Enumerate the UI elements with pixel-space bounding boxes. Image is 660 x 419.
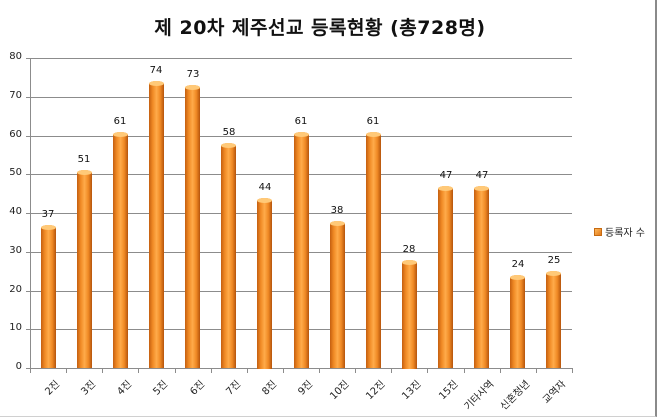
x-tick-mark	[247, 368, 248, 373]
y-tick-label: 60	[9, 129, 22, 140]
y-tick-mark	[26, 291, 30, 292]
y-tick-mark	[26, 97, 30, 98]
legend: 등록자 수	[594, 224, 645, 239]
data-label: 51	[77, 154, 91, 165]
data-label: 74	[149, 65, 163, 76]
y-tick-mark	[26, 58, 30, 59]
x-tick-mark	[536, 368, 537, 373]
x-tick-mark	[572, 368, 573, 373]
y-axis	[30, 58, 31, 369]
legend-label: 등록자 수	[605, 228, 645, 239]
bar	[402, 260, 417, 369]
x-axis	[30, 368, 572, 369]
x-tick-mark	[66, 368, 67, 373]
data-label: 37	[41, 209, 55, 220]
bar	[257, 198, 272, 369]
data-label: 61	[294, 116, 308, 127]
legend-swatch-icon	[594, 227, 602, 236]
bar	[294, 132, 309, 368]
y-tick-mark	[26, 174, 30, 175]
data-label: 24	[511, 259, 525, 270]
bar	[546, 271, 561, 368]
y-tick-label: 0	[15, 361, 22, 372]
data-label: 61	[366, 116, 380, 127]
y-tick-mark	[26, 329, 30, 330]
x-tick-mark	[211, 368, 212, 373]
chart-title: 제 20차 제주선교 등록현황 (총728명)	[154, 17, 486, 39]
bar	[185, 85, 200, 368]
y-tick-label: 50	[9, 167, 22, 178]
bar	[438, 186, 453, 368]
y-tick-mark	[26, 252, 30, 253]
bar	[474, 186, 489, 368]
data-label: 47	[475, 170, 489, 181]
x-tick-mark	[391, 368, 392, 373]
bar	[113, 132, 128, 368]
bar	[366, 132, 381, 368]
x-tick-mark	[500, 368, 501, 373]
y-tick-label: 70	[9, 90, 22, 101]
y-tick-mark	[26, 368, 30, 369]
x-tick-mark	[138, 368, 139, 373]
x-tick-mark	[319, 368, 320, 373]
bar	[149, 81, 164, 368]
data-label: 38	[330, 205, 344, 216]
x-tick-mark	[427, 368, 428, 373]
data-label: 28	[402, 244, 416, 255]
y-tick-label: 40	[9, 206, 22, 217]
gridline	[30, 97, 572, 98]
data-label: 25	[547, 255, 561, 266]
bar	[221, 143, 236, 368]
y-tick-label: 30	[9, 245, 22, 256]
x-tick-mark	[102, 368, 103, 373]
y-tick-mark	[26, 136, 30, 137]
bar	[41, 225, 56, 368]
data-label: 47	[439, 170, 453, 181]
data-label: 73	[186, 69, 200, 80]
bar	[77, 170, 92, 368]
x-tick-mark	[355, 368, 356, 373]
x-tick-mark	[30, 368, 31, 373]
bar	[330, 221, 345, 368]
y-tick-label: 20	[9, 284, 22, 295]
gridline	[30, 58, 572, 59]
y-tick-label: 80	[9, 51, 22, 62]
y-tick-label: 10	[9, 322, 22, 333]
data-label: 44	[258, 182, 272, 193]
x-tick-mark	[175, 368, 176, 373]
x-tick-mark	[283, 368, 284, 373]
x-tick-mark	[464, 368, 465, 373]
data-label: 58	[222, 127, 236, 138]
bar	[510, 275, 525, 368]
data-label: 61	[113, 116, 127, 127]
y-tick-mark	[26, 213, 30, 214]
